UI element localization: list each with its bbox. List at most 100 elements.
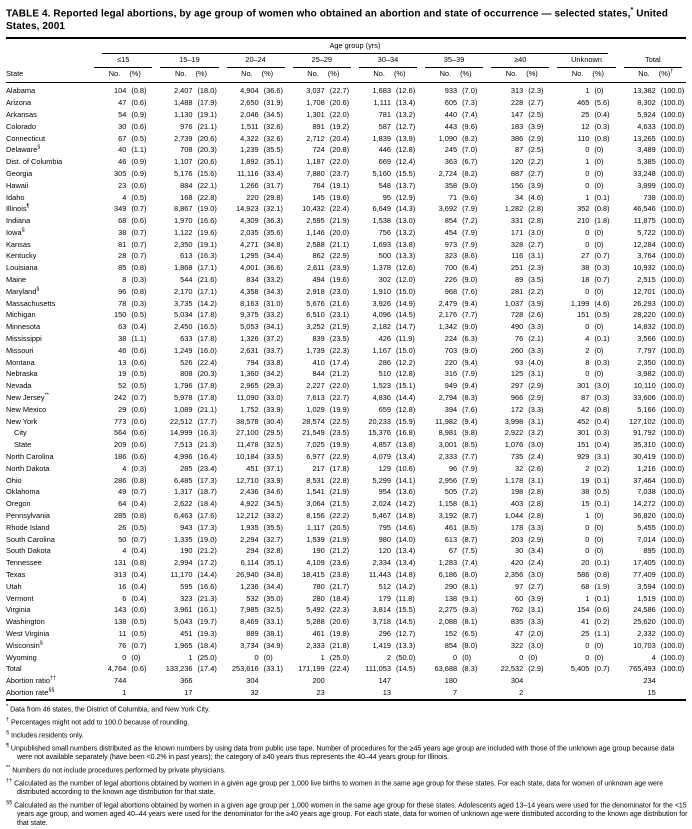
percent-cell: (12.0) (395, 275, 416, 285)
percent-cell: (32.6) (263, 133, 283, 143)
count-cell: 451 (246, 463, 259, 473)
percent-cell: (32.1) (263, 204, 283, 214)
count-cell: 3,594 (637, 581, 656, 591)
percent-cell (127, 675, 156, 687)
count-cell: 5,053 (240, 322, 259, 332)
percent-cell: (100.0) (660, 275, 685, 285)
percent-cell: (19.6) (197, 227, 217, 237)
percent-cell: (0.4) (131, 593, 147, 603)
percent-cell: (21.3) (197, 440, 217, 450)
count-cell: 1,283 (438, 558, 458, 568)
percent-cell: (2.8) (528, 204, 544, 214)
count-cell: 1 (585, 192, 590, 202)
count-cell: 10,110 (633, 381, 656, 391)
percent-cell: (0.4) (131, 322, 147, 332)
percent-cell: (34.5) (263, 499, 283, 509)
count-cell: 67 (448, 546, 458, 556)
percent-cell: (0.7) (594, 251, 610, 261)
count-cell: 156 (510, 180, 524, 190)
state-label: Louisiana (6, 263, 38, 273)
count-cell: 2,922 (504, 428, 524, 438)
count-cell: 38 (118, 227, 127, 237)
col-group-40plus: ≥40 (487, 54, 553, 69)
percent-cell: (7.0) (462, 86, 478, 96)
count-cell: 613 (444, 534, 458, 544)
count-cell: 494 (312, 275, 325, 285)
percent-cell: (21.1) (197, 404, 217, 414)
count-cell: 313 (510, 86, 524, 96)
count-cell: 7,985 (240, 605, 259, 615)
table-row: Georgia 305 (0.9) 5,176 (15.6) 11,116 (33.4) 7,… (6, 168, 686, 180)
table-row: Wyoming 0 (0) 1 (25.0) 0 (0) 1 (25.0) 2 (50.0) 0 (0)… (6, 652, 686, 664)
percent-cell: (0.8) (131, 558, 147, 568)
table-body: Alabama 104 (0.8) 2,407 (18.0) 4,904 (36.6) 3,0… (6, 83, 686, 700)
count-cell: 280 (312, 593, 325, 603)
count-cell: 2,176 (438, 310, 458, 320)
count-cell: 1 (585, 593, 590, 603)
percent-cell: (0.4) (594, 416, 610, 426)
percent-cell: (20.8) (329, 145, 350, 155)
count-cell: 595 (180, 581, 193, 591)
count-cell: 3,999 (637, 180, 656, 190)
count-cell: 735 (510, 452, 524, 462)
count-cell: 179 (378, 593, 391, 603)
count-cell: 22,532 (500, 664, 524, 674)
count-cell: 1 (585, 86, 590, 96)
count-cell: 4 (651, 652, 656, 662)
percent-cell: (0.5) (131, 522, 147, 532)
percent-cell: (9.4) (462, 357, 478, 367)
percent-cell: (8.2) (462, 168, 478, 178)
count-cell: 461 (444, 522, 458, 532)
count-cell: 7,014 (637, 534, 656, 544)
percent-cell: (33.8) (263, 357, 283, 367)
count-cell: 30 (118, 121, 127, 131)
percent-cell: (7.3) (462, 98, 478, 108)
percent-cell: (0.9) (131, 168, 147, 178)
percent-cell: (29.3) (263, 381, 283, 391)
percent-cell: (7.4) (462, 558, 478, 568)
percent-cell: (14.7) (395, 322, 416, 332)
count-cell: 171,199 (298, 664, 325, 674)
percent-cell: (0.3) (131, 298, 147, 308)
count-cell: 49 (118, 487, 127, 497)
count-cell: 1,378 (372, 263, 391, 273)
count-cell: 116 (511, 251, 524, 261)
state-label: State (14, 440, 32, 450)
count-cell: 2,515 (637, 275, 656, 285)
percent-cell: (7.9) (462, 475, 478, 485)
state-label: Nebraska (6, 369, 38, 379)
count-cell: 426 (378, 334, 391, 344)
count-cell: 260 (510, 345, 524, 355)
count-cell: 54 (118, 109, 127, 119)
percent-cell: (0.8) (131, 475, 147, 485)
table-row: Wisconsin§ 76 (0.7) 1,965 (18.4) 3,734 (34.9) 2… (6, 640, 686, 652)
percent-cell (392, 687, 421, 700)
footnote: † Percentages might not add to 100.0 bec… (6, 716, 190, 727)
percent-cell: (22.7) (329, 86, 350, 96)
count-cell: 110 (577, 133, 590, 143)
percent-cell: (0.4) (131, 570, 147, 579)
count-cell: 1,538 (372, 216, 391, 226)
percent-cell: (22.9) (329, 452, 350, 462)
summary-label: Abortion rate§§ (6, 687, 55, 697)
percent-cell: (18.7) (197, 487, 217, 497)
percent-cell: (7.5) (462, 546, 478, 556)
percent-cell: (0.9) (131, 109, 147, 119)
table-title-text: TABLE 4. Reported legal abortions, by ag… (6, 8, 631, 20)
table-row: Montana 13 (0.6) 526 (22.4) 794 (33.8) 410 (17.4… (6, 357, 686, 369)
count-cell: 564 (113, 428, 127, 438)
percent-cell: (12.7) (395, 121, 416, 131)
percent-cell: (0.6) (131, 416, 147, 426)
count-cell: 966 (510, 393, 524, 403)
percent-cell: (100.0) (660, 487, 685, 497)
percent-cell: (100.0) (660, 475, 685, 485)
pct-total-footnote-marker: † (670, 68, 674, 75)
count-cell: 1,360 (240, 369, 259, 379)
count-cell: 63 (118, 322, 127, 332)
count-cell: 526 (180, 357, 193, 367)
percent-cell: (17.2) (197, 558, 217, 568)
state-label: Mississippi (6, 334, 42, 344)
count-cell: 1,511 (240, 121, 259, 131)
percent-cell: (0.7) (594, 664, 610, 674)
percent-cell (657, 675, 686, 687)
